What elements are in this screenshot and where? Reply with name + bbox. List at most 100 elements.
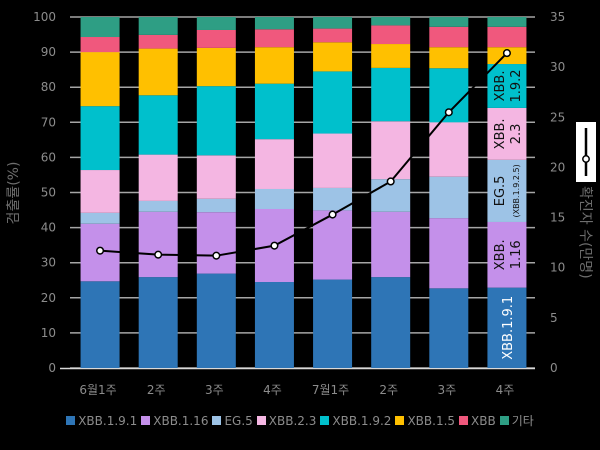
legend-swatch-icon	[320, 416, 330, 425]
bar-segment	[80, 52, 120, 107]
y2-tick-label: 5	[550, 311, 558, 325]
bar-segment	[80, 212, 120, 224]
bar-segment	[371, 277, 411, 368]
y2-tick-label: 0	[550, 361, 558, 375]
line-point	[502, 49, 511, 58]
bar-segment	[371, 121, 411, 180]
y-tick-label: 30	[41, 256, 56, 270]
legend-swatch-icon	[212, 416, 222, 425]
bar-segment	[487, 64, 527, 108]
bar-segment	[254, 139, 294, 189]
y2-legend-marker	[576, 122, 596, 182]
bar-segment	[254, 282, 294, 368]
y-tick-label: 20	[41, 291, 56, 305]
bar-segment	[138, 154, 178, 201]
legend-item: XBB.1.16	[141, 414, 208, 428]
legend-swatch-icon	[499, 416, 509, 425]
y-tick-label: 90	[41, 45, 56, 59]
bar-segment	[80, 170, 120, 213]
y-tick-label: 50	[41, 186, 56, 200]
segment-label-text: 1.16	[509, 240, 524, 269]
legend-label: XBB.1.9.2	[332, 414, 392, 428]
y-axis-title: 검출률(%)	[6, 162, 22, 225]
bar-segment	[313, 42, 353, 72]
y-tick-label: 0	[48, 361, 56, 375]
legend-item: XBB.2.3	[256, 414, 317, 428]
legend-swatch-icon	[395, 416, 405, 425]
bar-segment	[196, 17, 236, 30]
x-tick-label: 2주	[147, 383, 166, 397]
segment-label: EG.5 (XBB.1.9.2.5)	[493, 164, 521, 217]
y-tick-label: 40	[41, 221, 56, 235]
y-axis-right: 0 5 10 15 20 25 30 35	[550, 10, 565, 375]
segment-label-text: XBB.	[493, 71, 508, 102]
legend-item: XBB.1.5	[395, 414, 455, 428]
line-point	[212, 251, 221, 260]
bar-segment	[313, 71, 353, 134]
y2-tick-label: 20	[550, 160, 565, 174]
bar-segment	[313, 187, 353, 211]
line-path	[99, 52, 508, 257]
legend-item: XBB	[459, 414, 496, 428]
legend-item: XBB.1.9.1	[66, 414, 137, 428]
segment-label-text: 1.9.2	[509, 69, 524, 102]
legend-label: XBB.2.3	[268, 414, 317, 428]
bar-segment	[138, 211, 178, 278]
x-tick-label: 4주	[496, 383, 515, 397]
y-tick-label: 80	[41, 80, 56, 94]
x-tick-label: 3주	[205, 383, 224, 397]
bar-segment	[254, 29, 294, 48]
x-tick-label: 3주	[437, 383, 456, 397]
x-tick-label: 6월1주	[79, 383, 116, 397]
bar-segment	[371, 67, 411, 122]
legend-label: EG.5	[224, 414, 253, 428]
legend-swatch-icon	[141, 416, 151, 425]
x-axis: 6월1주 2주 3주 4주 7월1주 2주 3주 4주	[79, 383, 514, 397]
legend-label: XBB.1.5	[407, 414, 456, 428]
bar-segment	[80, 281, 120, 368]
bar-segment	[429, 17, 469, 27]
legend-item: EG.5	[212, 414, 253, 428]
bar-segment	[487, 26, 527, 48]
bar-segment	[254, 188, 294, 209]
segment-label-text: EG.5	[493, 176, 508, 207]
y2-tick-label: 25	[550, 110, 565, 124]
bar-segment	[196, 86, 236, 156]
y2-tick-label: 15	[550, 211, 565, 225]
bar-segment	[138, 200, 178, 212]
y-tick-label: 100	[33, 10, 56, 24]
bar-segment	[80, 106, 120, 171]
bar-segment	[313, 279, 353, 368]
segment-label: XBB. 2.3	[493, 118, 524, 149]
y-tick-label: 10	[41, 326, 56, 340]
bar-segment	[371, 25, 411, 45]
bar-segment	[138, 17, 178, 35]
segment-label: XBB.1.9.1	[501, 296, 516, 360]
x-tick-label: 4주	[263, 383, 282, 397]
bar-segment	[487, 17, 527, 27]
bar-segment	[80, 17, 120, 38]
legend-label: XBB	[471, 414, 496, 428]
legend: XBB.1.9.1 XBB.1.16 EG.5 XBB.2.3 XBB.1.9.2 XBB…	[0, 412, 600, 429]
bar-segment	[138, 34, 178, 49]
bar-segment	[254, 47, 294, 84]
legend-swatch-icon	[66, 416, 76, 425]
bar-segment	[196, 212, 236, 274]
bar-segment	[196, 198, 236, 213]
bar-segment	[429, 47, 469, 69]
line-legend-marker-icon	[582, 155, 590, 163]
bar-segment	[429, 218, 469, 289]
line-point	[328, 210, 337, 219]
bar-segment	[138, 277, 178, 368]
segment-label-text: XBB.	[493, 239, 508, 270]
bar-segment	[313, 17, 353, 29]
bar-segment	[371, 17, 411, 26]
y2-tick-label: 30	[550, 60, 565, 74]
bar-segment	[254, 17, 294, 30]
bar-segment	[138, 95, 178, 155]
bar-segment	[371, 211, 411, 278]
legend-item: XBB.1.9.2	[320, 414, 391, 428]
bar-segment	[429, 26, 469, 48]
segment-label: XBB. 1.16	[493, 239, 524, 270]
